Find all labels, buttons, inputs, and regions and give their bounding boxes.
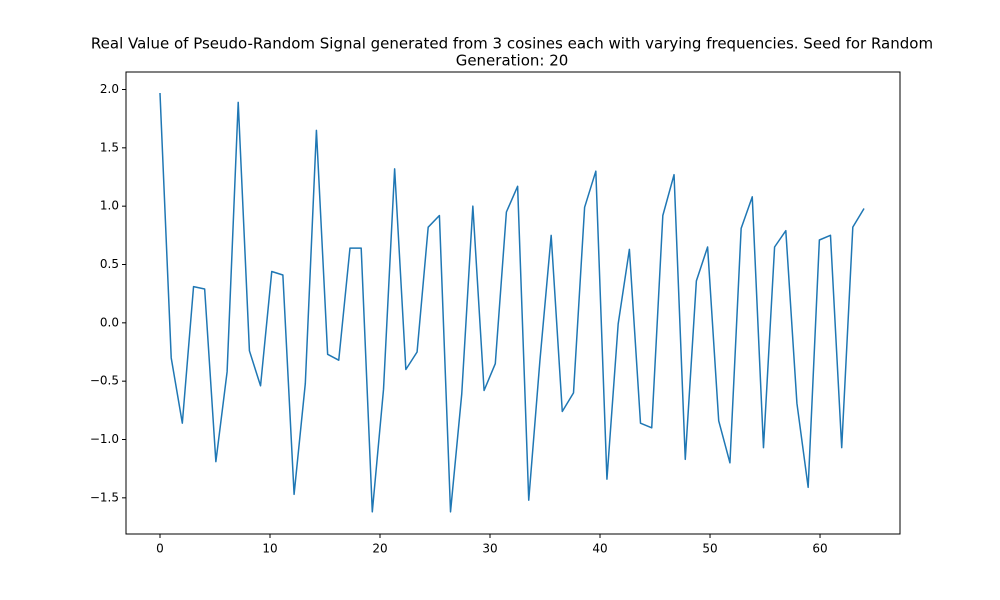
y-tick-label: 1.0 <box>100 199 119 213</box>
x-tick-label: 40 <box>592 542 607 556</box>
y-tick-label: 0.5 <box>100 257 119 271</box>
x-tick-label: 20 <box>372 542 387 556</box>
axes-frame <box>125 71 901 535</box>
data-line <box>159 92 865 513</box>
y-tick-label: 2.0 <box>100 82 119 96</box>
y-tick-label: −0.5 <box>90 374 119 388</box>
y-tick-label: −1.5 <box>90 490 119 504</box>
x-tick-label: 10 <box>262 542 277 556</box>
y-tick-label: 0.0 <box>100 315 119 329</box>
y-tick-label: −1.0 <box>90 432 119 446</box>
x-tick-label: 0 <box>156 542 164 556</box>
chart-title: Generation: 20 <box>456 52 569 70</box>
x-tick-label: 60 <box>812 542 827 556</box>
y-tick-label: 1.5 <box>100 140 119 154</box>
chart-title: Real Value of Pseudo-Random Signal gener… <box>91 35 933 53</box>
x-tick-label: 30 <box>482 542 497 556</box>
x-tick-label: 50 <box>702 542 717 556</box>
